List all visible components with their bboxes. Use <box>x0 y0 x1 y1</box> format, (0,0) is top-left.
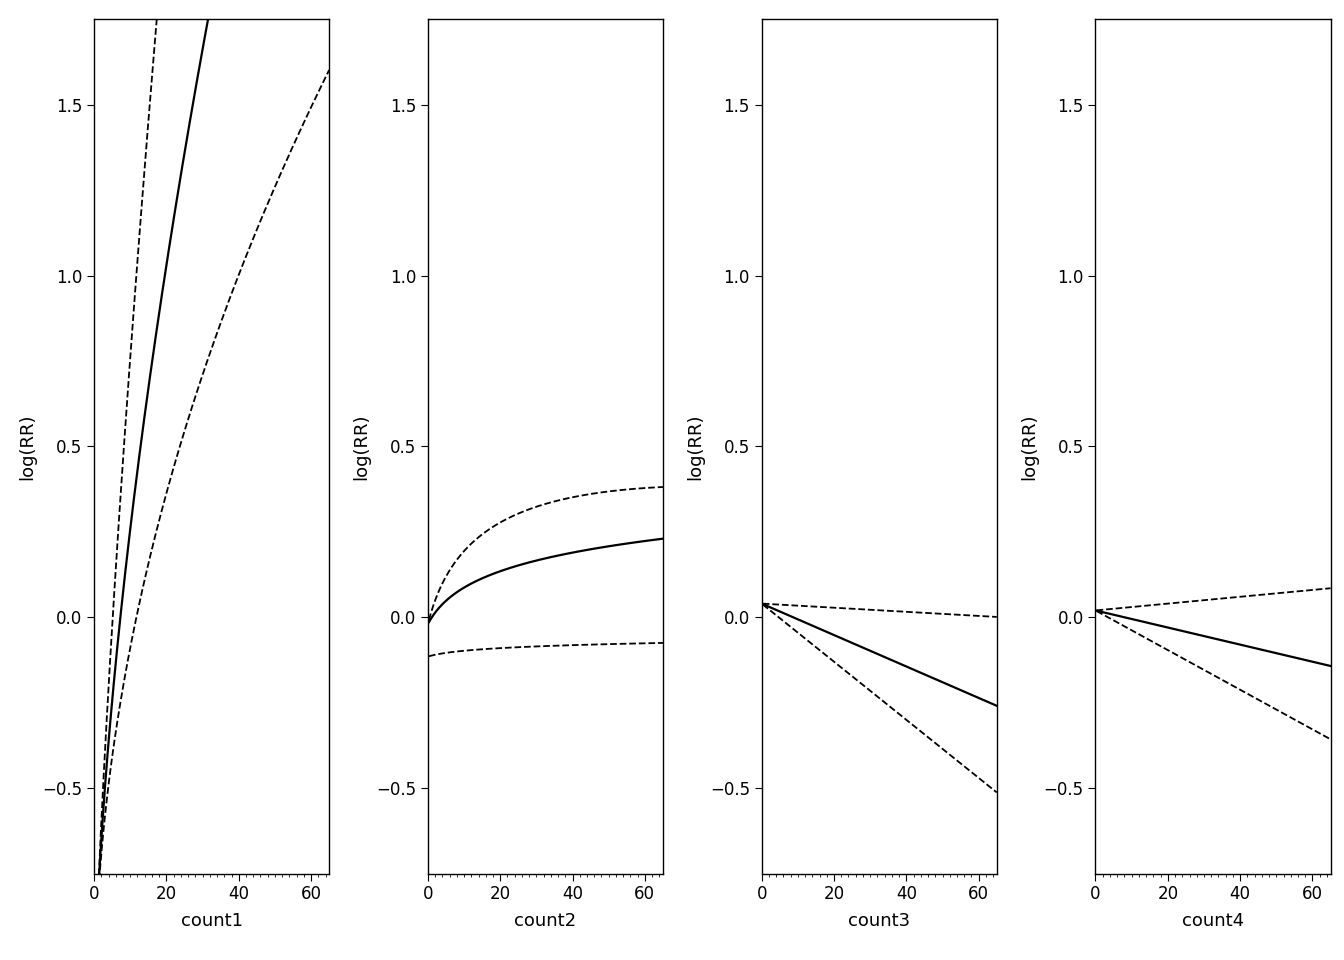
Y-axis label: log(RR): log(RR) <box>687 413 704 480</box>
X-axis label: count1: count1 <box>180 912 243 929</box>
Y-axis label: log(RR): log(RR) <box>1020 413 1038 480</box>
X-axis label: count2: count2 <box>515 912 577 929</box>
Y-axis label: log(RR): log(RR) <box>19 413 36 480</box>
X-axis label: count4: count4 <box>1181 912 1245 929</box>
X-axis label: count3: count3 <box>848 912 910 929</box>
Y-axis label: log(RR): log(RR) <box>352 413 371 480</box>
